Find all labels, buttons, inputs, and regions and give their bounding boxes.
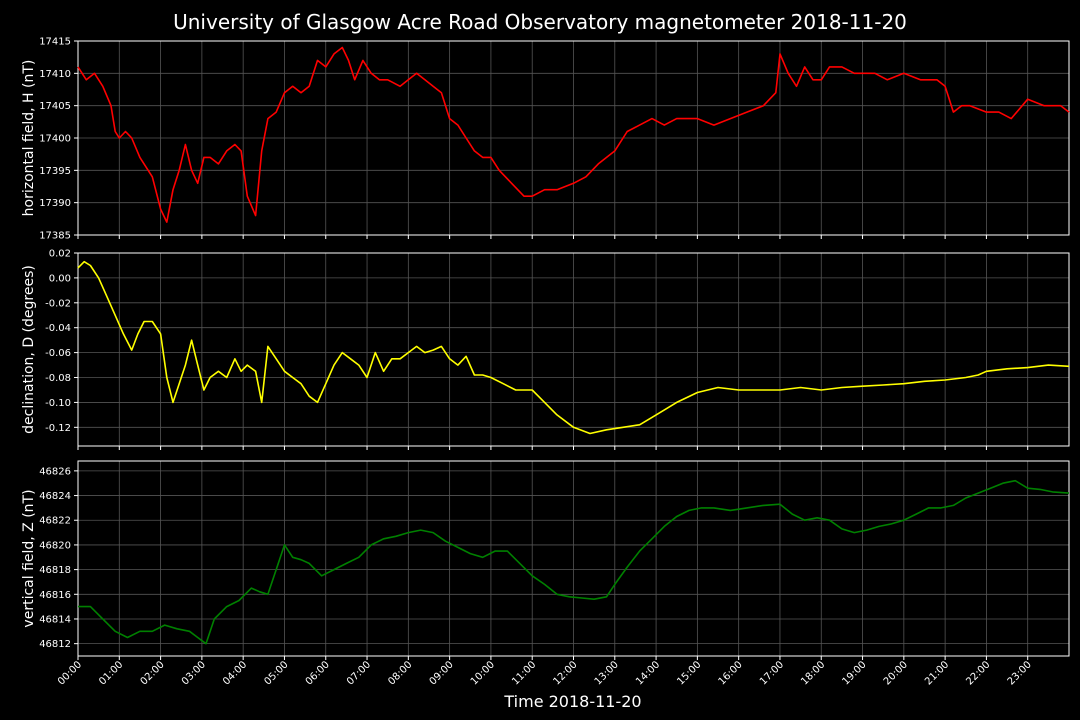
y-tick-label: 46814 (39, 614, 71, 625)
panel-1: 17385 17390 17395 17400 17405 17410 17415 horiz… (21, 37, 1070, 242)
y-axis-label: vertical field, Z (nT) (21, 489, 37, 627)
y-axis-label: declination, D (degrees) (21, 265, 37, 434)
y-tick-label: 0.02 (49, 249, 71, 260)
y-tick-label: 17395 (39, 166, 71, 177)
y-tick-label: 46822 (39, 516, 71, 527)
y-tick-label: 17405 (39, 101, 71, 112)
y-tick-label: 46812 (39, 639, 71, 650)
y-tick-label: 46816 (39, 590, 71, 601)
y-tick-label: -0.08 (45, 373, 71, 384)
y-tick-label: -0.04 (45, 323, 71, 334)
y-tick-label: -0.06 (45, 348, 71, 359)
y-tick-label: 17385 (39, 231, 71, 242)
series-line (77, 46, 1070, 223)
series-line (78, 479, 1070, 645)
y-tick-label: 46824 (39, 491, 71, 502)
y-tick-label: -0.12 (45, 423, 71, 434)
y-tick-label: 17390 (39, 198, 71, 209)
y-tick-label: 46826 (39, 466, 71, 477)
y-tick-label: 0.00 (49, 273, 71, 284)
y-tick-label: 17400 (39, 134, 71, 145)
chart-title: University of Glasgow Acre Road Observat… (173, 10, 907, 34)
y-tick-label: 17415 (39, 37, 71, 48)
y-tick-label: 17410 (39, 69, 71, 80)
y-tick-label: 46820 (39, 540, 71, 551)
series-line (77, 260, 1070, 435)
y-tick-label: 46818 (39, 565, 71, 576)
y-axis-label: horizontal field, H (nT) (21, 60, 37, 217)
y-tick-label: -0.10 (45, 398, 71, 409)
panel-2: 0.02 0.00 -0.02 -0.04 -0.06 -0.08 -0.10 -0.12 de… (21, 249, 1070, 450)
panel-3: 46812 46814 46816 46818 46820 46822 46824 46826… (21, 460, 1070, 660)
x-axis-label: Time 2018-11-20 (503, 692, 641, 711)
y-tick-label: -0.02 (45, 298, 71, 309)
